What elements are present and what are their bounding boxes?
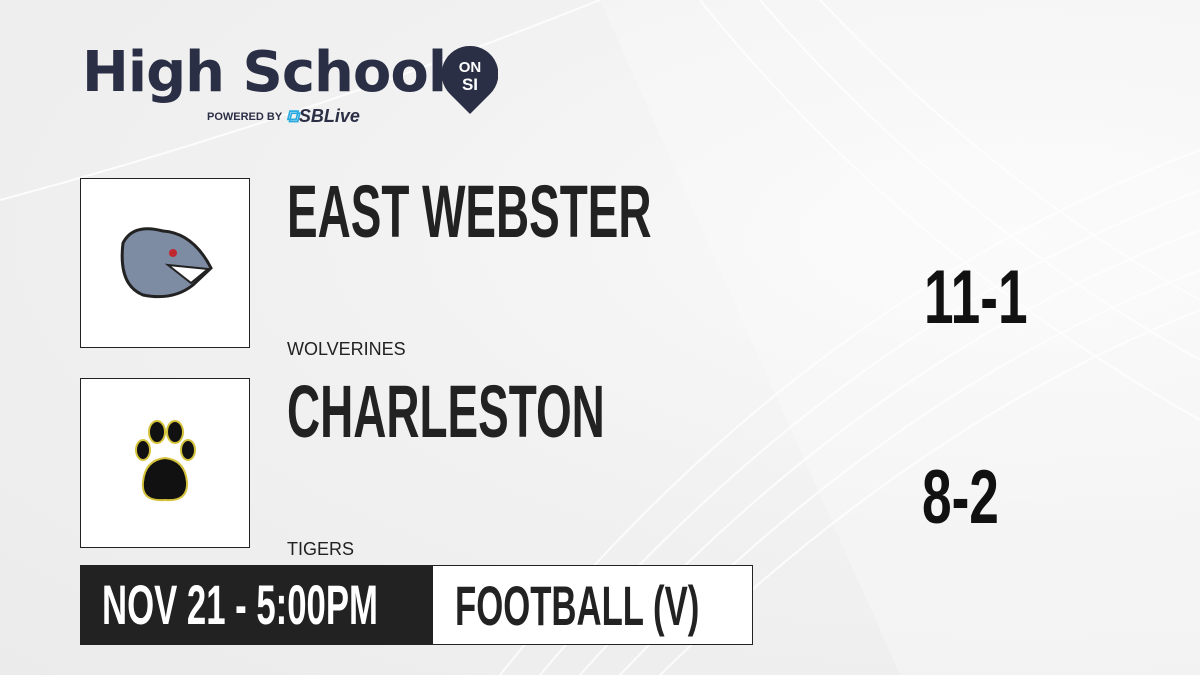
team-record: 11-1 — [924, 255, 1028, 340]
team-record: 8-2 — [922, 455, 999, 540]
team-logo-box — [80, 378, 250, 548]
brand-title: High School — [82, 40, 447, 105]
wolverine-logo-icon — [120, 227, 213, 299]
paw-logo-icon — [135, 420, 196, 502]
game-datetime: NOV 21 - 5:00PM — [80, 565, 433, 645]
game-sport: FOOTBALL (V) — [432, 565, 753, 645]
team-name: EAST WEBSTER — [287, 170, 652, 253]
on-si-pin-icon: ON SI — [442, 46, 498, 114]
badge-bottom: SI — [462, 75, 478, 94]
powered-by: POWERED BY — [207, 111, 283, 123]
team-mascot: WOLVERINES — [287, 339, 406, 359]
sblive-logo: ⧉SBLive — [286, 106, 360, 126]
team-logo-box — [80, 178, 250, 348]
badge-top: ON — [459, 59, 482, 76]
sblive-mark-icon: ⧉ — [286, 106, 299, 126]
team-name: CHARLESTON — [287, 370, 605, 453]
team-mascot: TIGERS — [287, 539, 355, 559]
